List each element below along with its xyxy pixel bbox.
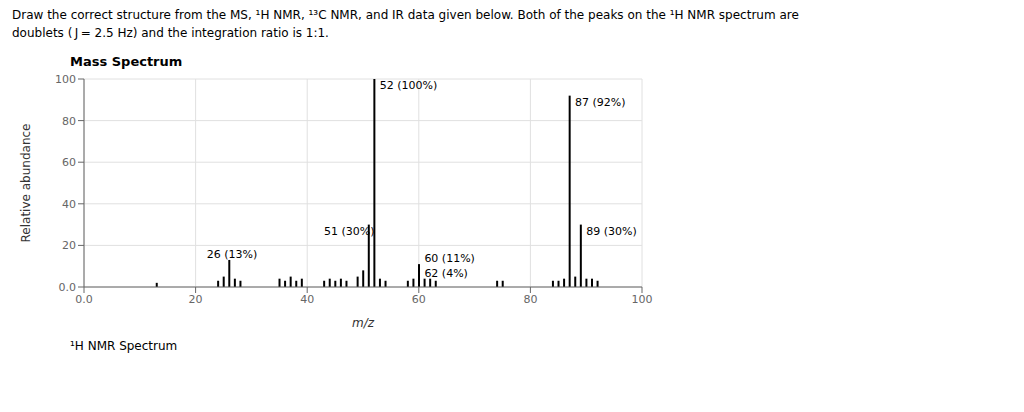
svg-text:26 (13%): 26 (13%) — [207, 248, 258, 261]
svg-text:80: 80 — [62, 115, 76, 128]
html-text:doublets ( J = 2.5 Hz) and the: doublets ( J = 2.5 Hz) and the integrati… — [12, 26, 329, 40]
svg-text:52 (100%): 52 (100%) — [380, 79, 438, 92]
svg-text:20: 20 — [62, 239, 76, 252]
svg-text:62 (4%): 62 (4%) — [424, 267, 468, 280]
svg-text:87 (92%): 87 (92%) — [575, 96, 626, 109]
svg-text:0.0: 0.0 — [75, 293, 93, 306]
svg-text:100: 100 — [632, 293, 653, 306]
svg-text:60: 60 — [62, 156, 76, 169]
svg-text:51 (30%): 51 (30%) — [324, 225, 375, 238]
svg-text:100: 100 — [55, 73, 76, 86]
svg-text:40: 40 — [62, 198, 76, 211]
html-text:¹H NMR Spectrum: ¹H NMR Spectrum — [70, 339, 178, 353]
html-text:Draw the correct structure fro: Draw the correct structure from the MS, … — [12, 8, 799, 22]
svg-text:Relative abundance: Relative abundance — [19, 124, 33, 243]
svg-text:60: 60 — [412, 293, 426, 306]
svg-text:80: 80 — [523, 293, 537, 306]
svg-text:60 (11%): 60 (11%) — [424, 252, 475, 265]
svg-text:20: 20 — [189, 293, 203, 306]
svg-text:0.0: 0.0 — [59, 281, 77, 294]
svg-text:40: 40 — [300, 293, 314, 306]
svg-text:m/z: m/z — [352, 316, 375, 330]
html-text:Mass Spectrum: Mass Spectrum — [70, 54, 183, 69]
svg-text:89 (30%): 89 (30%) — [586, 225, 637, 238]
